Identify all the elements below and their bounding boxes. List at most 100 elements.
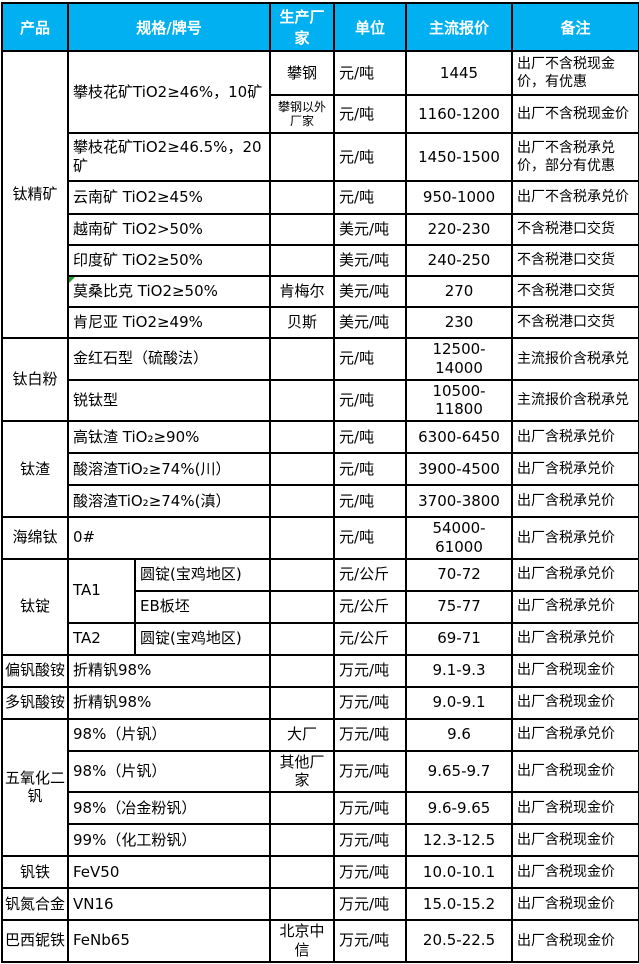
table-row: 五氧化二钒 98%（片钒） 大厂 万元/吨 9.6 出厂含税承兑价 xyxy=(1,717,639,857)
unit-cell: 元/公斤 xyxy=(333,557,408,592)
spec-cell: 印度矿 TiO2≥50% xyxy=(66,244,272,277)
manufacturer-cell: 大厂 xyxy=(269,717,336,752)
table-row: EB板坯 元/公斤 75-77 出厂含税承兑价 xyxy=(2,589,639,624)
product-cell: 钛锭 xyxy=(1,557,69,656)
spec-cell: 折精钒98% xyxy=(66,685,272,720)
unit-cell: 元/吨 xyxy=(333,378,408,422)
note-cell: 出厂含税承兑价 xyxy=(511,557,639,592)
manufacturer-cell xyxy=(269,484,336,518)
note-cell: 出厂不含税承兑价 xyxy=(511,180,639,215)
note-cell: 不含税港口交货 xyxy=(511,275,639,308)
grade-cell: TA1 xyxy=(67,557,136,624)
manufacturer-cell: 攀钢以外厂家 xyxy=(269,94,336,134)
table-body: 钛精矿 攀枝花矿TiO2≥46%，10矿 攀钢 元/吨 1445 出厂不含税现金价，有优惠… xyxy=(1,50,639,963)
spec-cell: 锐钛型 xyxy=(66,378,272,422)
spec-cell: 云南矿 TiO2≥45% xyxy=(66,180,272,215)
note-cell: 主流报价含税承兑 xyxy=(511,378,639,422)
shape-cell: 圆锭(宝鸡地区) xyxy=(133,557,272,592)
unit-cell: 万元/吨 xyxy=(333,887,408,921)
price-cell: 9.65-9.7 xyxy=(405,749,514,793)
note-cell: 出厂含税承兑价 xyxy=(511,516,639,560)
spec-cell: FeV50 xyxy=(66,855,272,889)
product-cell: 钛白粉 xyxy=(1,337,69,422)
spec-cell: 攀枝花矿TiO2≥46.5%，20矿 xyxy=(66,132,272,182)
product-cell: 钛渣 xyxy=(1,420,69,518)
price-cell: 220-230 xyxy=(405,213,514,246)
note-cell: 出厂含税现金价 xyxy=(511,887,639,921)
table-row: 印度矿 TiO2≥50% 美元/吨 240-250 不含税港口交货 xyxy=(2,244,639,277)
product-cell: 巴西铌铁 xyxy=(1,919,69,963)
product-cell: 海绵钛 xyxy=(1,516,69,560)
price-cell: 240-250 xyxy=(405,244,514,277)
table-row: 酸溶渣TiO₂≥74%(滇） 元/吨 3700-3800 出厂含税承兑价 xyxy=(2,484,639,518)
unit-cell: 元/吨 xyxy=(333,50,408,96)
product-cell: 钒氮合金 xyxy=(1,887,69,921)
table-row: 98%（片钒） 其他厂家 万元/吨 9.65-9.7 出厂含税现金价 xyxy=(2,749,639,793)
unit-cell: 元/吨 xyxy=(333,484,408,518)
table-row: 越南矿 TiO2>50% 美元/吨 220-230 不含税港口交货 xyxy=(2,213,639,246)
shape-cell: 圆锭(宝鸡地区) xyxy=(133,621,272,656)
table-row: 98%（冶金粉钒） 万元/吨 9.6-9.65 出厂含税现金价 xyxy=(2,791,639,825)
price-cell: 3900-4500 xyxy=(405,452,514,486)
unit-cell: 万元/吨 xyxy=(333,791,408,825)
unit-cell: 万元/吨 xyxy=(333,653,408,688)
unit-cell: 元/吨 xyxy=(333,516,408,560)
table-row: 钛精矿 攀枝花矿TiO2≥46%，10矿 攀钢 元/吨 1445 出厂不含税现金价，有优惠 xyxy=(1,50,639,339)
unit-cell: 元/吨 xyxy=(333,452,408,486)
manufacturer-cell: 肯梅尔 xyxy=(269,275,336,308)
unit-cell: 元/公斤 xyxy=(333,621,408,656)
manufacturer-cell: 北京中信 xyxy=(269,919,336,963)
manufacturer-cell xyxy=(269,791,336,825)
spec-cell: FeNb65 xyxy=(66,919,272,963)
unit-cell: 万元/吨 xyxy=(333,855,408,889)
note-cell: 出厂含税现金价 xyxy=(511,749,639,793)
unit-cell: 美元/吨 xyxy=(333,213,408,246)
unit-cell: 万元/吨 xyxy=(333,717,408,752)
table-row: 锐钛型 元/吨 10500-11800 主流报价含税承兑 xyxy=(2,378,639,422)
comment-marker-icon xyxy=(70,278,75,283)
spec-cell: 99%（化工粉钒） xyxy=(66,823,272,857)
spec-cell: 98%（冶金粉钒） xyxy=(66,791,272,825)
table-row: TA2 圆锭(宝鸡地区) 元/公斤 69-71 出厂含税承兑价 xyxy=(2,621,639,656)
spec-cell: 莫桑比克 TiO2≥50% xyxy=(66,275,272,308)
spec-cell: 98%（片钒） xyxy=(66,749,272,793)
manufacturer-cell: 贝斯 xyxy=(269,306,336,339)
table-row: 多钒酸铵 折精钒98% 万元/吨 9.0-9.1 出厂含税现金价 xyxy=(1,685,639,720)
unit-cell: 万元/吨 xyxy=(333,749,408,793)
manufacturer-cell xyxy=(269,823,336,857)
manufacturer-cell xyxy=(269,180,336,215)
unit-cell: 万元/吨 xyxy=(333,919,408,963)
price-cell: 3700-3800 xyxy=(405,484,514,518)
table-row: 钛白粉 金红石型（硫酸法） 元/吨 12500-14000 主流报价含税承兑 xyxy=(1,337,639,422)
manufacturer-cell xyxy=(269,685,336,720)
manufacturer-cell xyxy=(269,653,336,688)
table-row: 云南矿 TiO2≥45% 元/吨 950-1000 出厂不含税承兑价 xyxy=(2,180,639,215)
unit-cell: 美元/吨 xyxy=(333,244,408,277)
note-cell: 不含税港口交货 xyxy=(511,213,639,246)
note-cell: 出厂含税现金价 xyxy=(511,685,639,720)
unit-cell: 万元/吨 xyxy=(333,823,408,857)
table-row: 钛渣 高钛渣 TiO₂≥90% 元/吨 6300-6450 出厂含税承兑价 xyxy=(1,420,639,518)
note-cell: 不含税港口交货 xyxy=(511,306,639,339)
table-row: 海绵钛 0# 元/吨 54000-61000 出厂含税承兑价 xyxy=(1,516,639,560)
manufacturer-cell: 其他厂家 xyxy=(269,749,336,793)
manufacturer-cell xyxy=(269,244,336,277)
product-cell: 多钒酸铵 xyxy=(1,685,69,720)
note-cell: 出厂不含税现金价，有优惠 xyxy=(511,50,639,96)
unit-cell: 美元/吨 xyxy=(333,306,408,339)
price-cell: 20.5-22.5 xyxy=(405,919,514,963)
table-row: 莫桑比克 TiO2≥50% 肯梅尔 美元/吨 270 不含税港口交货 xyxy=(2,275,639,308)
product-cell: 钒铁 xyxy=(1,855,69,889)
spec-cell: 金红石型（硫酸法） xyxy=(66,337,272,381)
note-cell: 出厂含税现金价 xyxy=(511,855,639,889)
note-cell: 出厂含税现金价 xyxy=(511,823,639,857)
price-cell: 75-77 xyxy=(405,589,514,624)
table-row: 攀钢以外厂家 元/吨 1160-1200 出厂不含税现金价 xyxy=(2,94,639,134)
price-cell: 10.0-10.1 xyxy=(405,855,514,889)
price-cell: 230 xyxy=(405,306,514,339)
manufacturer-cell xyxy=(269,337,336,381)
price-cell: 9.0-9.1 xyxy=(405,685,514,720)
spec-cell: 越南矿 TiO2>50% xyxy=(66,213,272,246)
unit-cell: 元/吨 xyxy=(333,132,408,182)
